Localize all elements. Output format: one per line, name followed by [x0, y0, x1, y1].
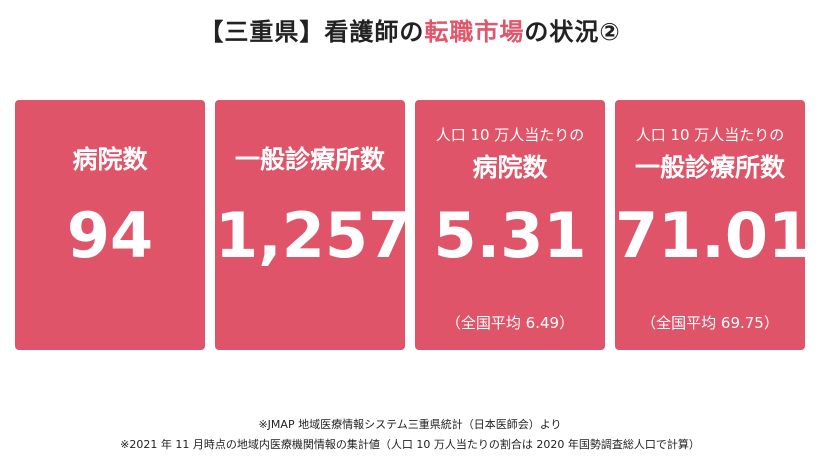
title-part: 【三重県】看護師の [199, 18, 425, 46]
card-value: 71.01 [615, 199, 812, 272]
title-highlight: 転職市場 [424, 18, 525, 46]
stat-card: 病院数 94 [15, 100, 205, 350]
card-label: 病院数 [72, 145, 148, 174]
footnote: ※2021 年 11 月時点の地域内医療機関情報の集計値（人口 10 万人当たり… [120, 438, 700, 451]
card-sublabel: 人口 10 万人当たりの [635, 126, 785, 144]
title-part: の状況② [524, 18, 621, 46]
card-value: 5.31 [433, 199, 587, 272]
card-note: （全国平均 6.49） [445, 314, 575, 332]
card-note: （全国平均 69.75） [641, 314, 779, 332]
stat-card: 人口 10 万人当たりの 一般診療所数 71.01 （全国平均 69.75） [615, 100, 812, 350]
card-label: 一般診療所数 [234, 145, 385, 174]
title: 【三重県】看護師の転職市場の状況② [0, 12, 820, 47]
stat-card: 一般診療所数 1,257 [215, 100, 412, 350]
card-sublabel: 人口 10 万人当たりの [435, 126, 585, 144]
card-label: 病院数 [472, 153, 548, 182]
card-value: 94 [66, 199, 154, 272]
card-label: 一般診療所数 [634, 153, 785, 182]
footnote: ※JMAP 地域医療情報システム三重県統計（日本医師会）より [258, 418, 562, 431]
card-value: 1,257 [215, 199, 412, 272]
stat-card: 人口 10 万人当たりの 病院数 5.31 （全国平均 6.49） [415, 100, 605, 350]
